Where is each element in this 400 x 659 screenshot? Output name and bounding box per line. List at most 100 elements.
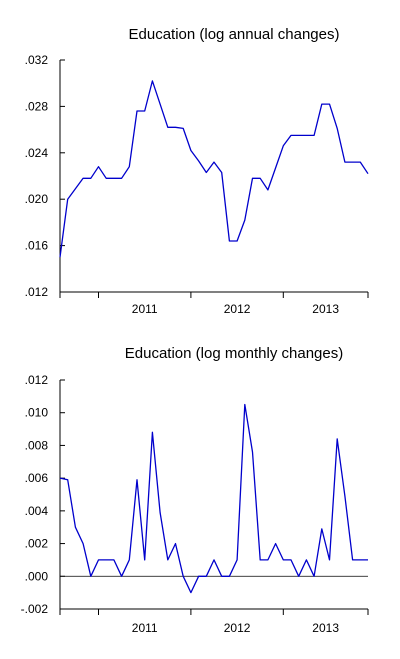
data-point bbox=[160, 512, 161, 513]
y-tick-label: .004 bbox=[25, 504, 49, 518]
data-point bbox=[98, 166, 99, 167]
data-point bbox=[244, 219, 245, 220]
chart-monthly-changes: Education (log monthly changes) -.002 .000… bbox=[21, 345, 369, 635]
data-point bbox=[90, 576, 91, 577]
data-point bbox=[337, 438, 338, 439]
data-point bbox=[113, 178, 114, 179]
x-tick-label: 2013 bbox=[312, 621, 339, 635]
data-point bbox=[337, 128, 338, 129]
chart-title: Education (log monthly changes) bbox=[125, 345, 343, 362]
y-tick-label: .028 bbox=[25, 99, 49, 113]
data-point bbox=[98, 559, 99, 560]
data-point bbox=[106, 559, 107, 560]
data-point bbox=[129, 559, 130, 560]
data-point bbox=[59, 478, 60, 479]
y-tick-label: .020 bbox=[25, 192, 49, 206]
data-point bbox=[106, 178, 107, 179]
data-point bbox=[183, 576, 184, 577]
data-point bbox=[367, 559, 368, 560]
data-point bbox=[175, 127, 176, 128]
data-point bbox=[221, 576, 222, 577]
data-point bbox=[59, 257, 60, 258]
data-point bbox=[321, 528, 322, 529]
data-point bbox=[329, 103, 330, 104]
x-tick-label: 2013 bbox=[312, 302, 339, 316]
data-point bbox=[298, 576, 299, 577]
data-point bbox=[267, 559, 268, 560]
x-tick-label: 2012 bbox=[224, 621, 251, 635]
data-point bbox=[206, 172, 207, 173]
data-point bbox=[283, 145, 284, 146]
chart-title: Education (log annual changes) bbox=[129, 26, 340, 43]
data-point bbox=[167, 127, 168, 128]
data-point bbox=[75, 527, 76, 528]
data-point bbox=[244, 404, 245, 405]
data-point bbox=[360, 161, 361, 162]
data-point bbox=[283, 559, 284, 560]
y-tick-label: .024 bbox=[25, 146, 49, 160]
data-point bbox=[252, 178, 253, 179]
data-point bbox=[213, 161, 214, 162]
data-point bbox=[329, 559, 330, 560]
data-point bbox=[352, 161, 353, 162]
data-point bbox=[129, 166, 130, 167]
data-point bbox=[83, 178, 84, 179]
y-tick-label: .032 bbox=[25, 53, 49, 67]
data-point bbox=[190, 150, 191, 151]
data-point bbox=[252, 451, 253, 452]
data-point bbox=[260, 178, 261, 179]
data-point bbox=[90, 178, 91, 179]
data-point bbox=[298, 135, 299, 136]
series-line bbox=[59, 80, 369, 258]
data-point bbox=[198, 576, 199, 577]
data-point bbox=[198, 160, 199, 161]
data-point bbox=[267, 189, 268, 190]
y-tick-label: .012 bbox=[25, 373, 49, 387]
data-point bbox=[152, 432, 153, 433]
data-point bbox=[136, 110, 137, 111]
data-point bbox=[152, 80, 153, 81]
data-point bbox=[206, 576, 207, 577]
y-tick-label: .008 bbox=[25, 438, 49, 452]
data-point bbox=[306, 559, 307, 560]
y-tick-label: -.002 bbox=[21, 602, 49, 616]
data-point bbox=[360, 559, 361, 560]
y-tick-label: .002 bbox=[25, 537, 49, 551]
data-point bbox=[221, 172, 222, 173]
data-point bbox=[344, 161, 345, 162]
data-point bbox=[290, 559, 291, 560]
data-point bbox=[160, 103, 161, 104]
data-point bbox=[229, 240, 230, 241]
data-point bbox=[260, 559, 261, 560]
data-point bbox=[167, 559, 168, 560]
data-point bbox=[314, 135, 315, 136]
data-point bbox=[144, 559, 145, 560]
data-point bbox=[229, 576, 230, 577]
data-point bbox=[113, 559, 114, 560]
x-tick-label: 2011 bbox=[132, 621, 158, 635]
data-point bbox=[67, 199, 68, 200]
data-point bbox=[83, 543, 84, 544]
data-point bbox=[275, 543, 276, 544]
data-point bbox=[344, 496, 345, 497]
y-tick-label: .000 bbox=[25, 569, 49, 583]
x-tick-label: 2012 bbox=[224, 302, 251, 316]
series-line bbox=[59, 403, 368, 594]
data-point bbox=[144, 110, 145, 111]
data-point bbox=[136, 479, 137, 480]
y-tick-label: .012 bbox=[25, 285, 49, 299]
chart-annual-changes: Education (log annual changes) .012 .016 .0… bbox=[25, 26, 369, 316]
data-point bbox=[75, 188, 76, 189]
data-point bbox=[121, 576, 122, 577]
data-point bbox=[321, 103, 322, 104]
data-point bbox=[275, 167, 276, 168]
data-point bbox=[367, 173, 368, 174]
data-point bbox=[306, 135, 307, 136]
data-point bbox=[67, 479, 68, 480]
x-tick-label: 2011 bbox=[132, 302, 158, 316]
data-point bbox=[352, 559, 353, 560]
data-point bbox=[237, 240, 238, 241]
y-tick-label: .006 bbox=[25, 471, 49, 485]
data-point bbox=[183, 128, 184, 129]
